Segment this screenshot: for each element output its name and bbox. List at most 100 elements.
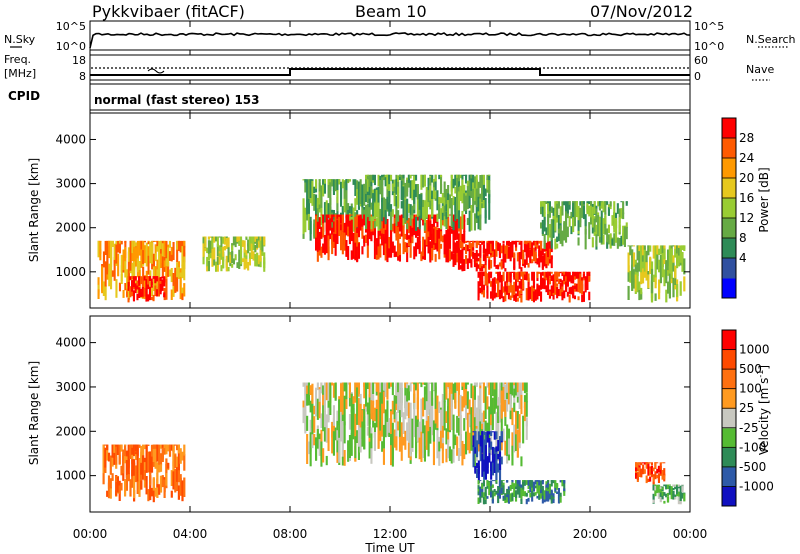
range-time-cell <box>477 264 480 269</box>
range-time-cell <box>382 174 385 181</box>
range-time-cell <box>461 396 464 412</box>
range-time-cell <box>377 243 380 254</box>
range-time-cell <box>398 243 401 255</box>
range-time-cell <box>436 190 439 211</box>
range-time-cell <box>368 178 371 203</box>
range-time-cell <box>375 218 378 227</box>
range-time-cell <box>559 225 562 234</box>
colorbar-tick-label: 12 <box>739 211 754 225</box>
range-time-cell <box>382 438 385 449</box>
range-time-cell <box>331 421 334 438</box>
range-time-cell <box>402 225 405 243</box>
range-time-cell <box>550 489 553 496</box>
range-time-cell <box>331 179 334 187</box>
range-time-cell <box>327 235 330 257</box>
range-time-cell <box>138 276 141 286</box>
range-time-cell <box>316 197 319 209</box>
range-time-cell <box>511 432 514 456</box>
range-time-cell <box>500 405 503 440</box>
range-time-cell <box>638 281 641 290</box>
colorbar-tick-label: 8 <box>739 231 747 245</box>
range-time-cell <box>509 495 512 502</box>
range-time-cell <box>459 224 462 241</box>
range-time-cell <box>472 251 475 259</box>
range-time-cell <box>538 254 541 268</box>
range-time-cell <box>652 493 655 500</box>
range-time-cell <box>565 281 568 292</box>
range-time-cell <box>477 253 480 257</box>
range-time-cell <box>474 431 477 451</box>
range-time-cell <box>636 472 639 481</box>
range-time-cell <box>165 244 168 268</box>
range-time-cell <box>422 174 425 188</box>
range-time-cell <box>547 289 550 295</box>
range-time-cell <box>431 175 434 183</box>
range-time-cell <box>163 479 166 498</box>
range-time-cell <box>509 382 512 395</box>
cpid-label: CPID <box>8 89 40 103</box>
range-time-cell <box>643 245 646 250</box>
range-time-cell <box>161 475 164 488</box>
range-time-cell <box>482 432 485 447</box>
range-time-cell <box>638 283 641 301</box>
range-time-cell <box>413 214 416 226</box>
range-time-cell <box>545 201 548 204</box>
range-time-cell <box>154 276 157 278</box>
range-time-cell <box>248 241 251 251</box>
range-time-cell <box>672 245 675 247</box>
range-time-cell <box>415 382 418 391</box>
range-time-cell <box>650 268 654 294</box>
range-time-cell <box>463 418 466 431</box>
range-time-cell <box>649 462 652 464</box>
range-time-cell <box>347 440 350 462</box>
range-time-cell <box>465 174 468 184</box>
range-time-cell <box>124 479 127 497</box>
range-time-cell <box>465 255 468 264</box>
range-time-cell <box>452 240 455 246</box>
range-time-cell <box>381 382 384 413</box>
range-time-cell <box>348 179 351 181</box>
range-time-cell <box>584 229 587 250</box>
range-time-cell <box>390 174 393 182</box>
range-time-cell <box>134 449 137 460</box>
range-time-cell <box>390 211 393 231</box>
colorbar-tick-label: -1000 <box>739 479 774 493</box>
range-time-cell <box>154 487 157 497</box>
range-time-cell <box>420 194 423 219</box>
range-time-cell <box>493 431 496 440</box>
range-time-cell <box>156 289 159 297</box>
range-time-cell <box>432 420 435 442</box>
range-time-cell <box>557 215 560 229</box>
range-time-cell <box>313 223 316 237</box>
range-time-cell <box>520 255 523 260</box>
range-time-cell <box>659 469 662 474</box>
range-time-cell <box>152 460 155 467</box>
range-time-cell <box>322 223 325 238</box>
range-time-cell <box>490 281 493 287</box>
range-time-cell <box>666 492 670 497</box>
range-time-cell <box>656 245 659 270</box>
range-time-cell <box>117 253 120 277</box>
range-time-cell <box>529 257 532 263</box>
range-time-cell <box>463 382 466 408</box>
range-time-cell <box>345 215 348 231</box>
range-time-cell <box>386 382 389 400</box>
range-time-cell <box>382 424 385 444</box>
range-time-cell <box>142 444 145 459</box>
range-time-cell <box>229 262 232 267</box>
range-time-cell <box>518 240 521 245</box>
ytick-label: 3000 <box>55 380 86 394</box>
range-time-cell <box>663 492 666 496</box>
range-time-cell <box>513 382 516 393</box>
range-time-cell <box>382 208 385 218</box>
range-time-cell <box>683 493 686 502</box>
range-time-cell <box>556 243 559 249</box>
range-time-cell <box>479 388 482 422</box>
range-time-cell <box>647 274 650 289</box>
range-time-cell <box>361 410 364 422</box>
range-time-cell <box>257 236 260 241</box>
range-time-cell <box>418 224 421 247</box>
range-time-cell <box>386 400 389 422</box>
